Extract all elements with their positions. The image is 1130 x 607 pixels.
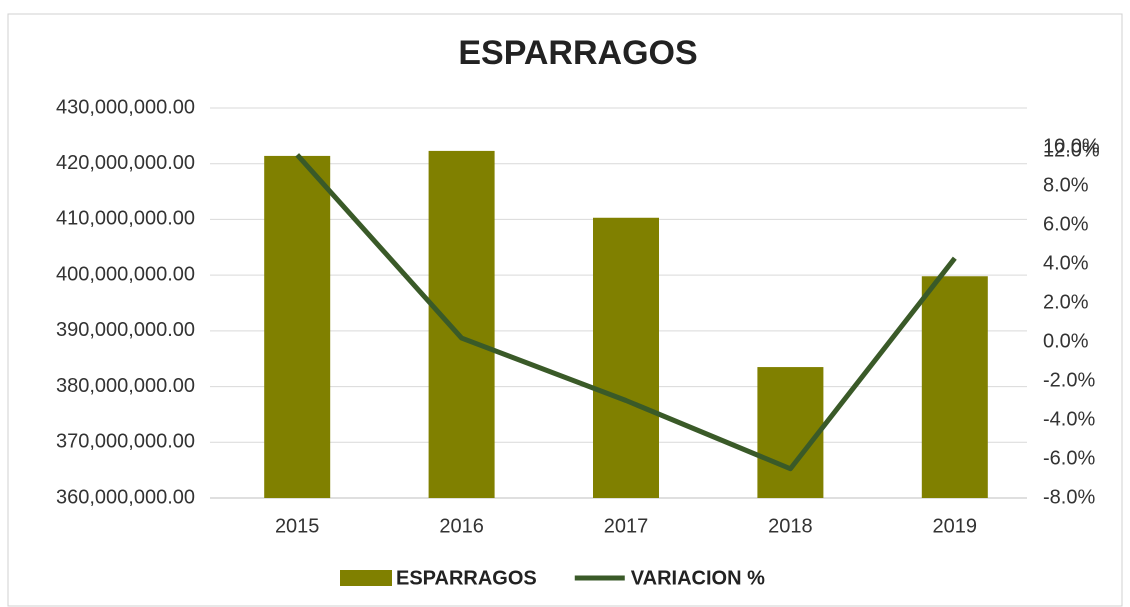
- y2-tick-label: 10.0%: [1043, 135, 1100, 157]
- y2-tick-label: 8.0%: [1043, 174, 1089, 196]
- legend-label: VARIACION %: [631, 567, 765, 589]
- x-tick-label: 2019: [933, 515, 978, 537]
- x-tick-label: 2018: [768, 515, 813, 537]
- y2-tick-label: -8.0%: [1043, 486, 1095, 508]
- y-tick-label: 420,000,000.00: [56, 152, 195, 174]
- y2-tick-label: 6.0%: [1043, 213, 1089, 235]
- y2-tick-label: 0.0%: [1043, 330, 1089, 352]
- y2-tick-label: 4.0%: [1043, 252, 1089, 274]
- chart-title: ESPARRAGOS: [458, 34, 697, 72]
- y2-tick-label: -2.0%: [1043, 369, 1095, 391]
- y-tick-label: 410,000,000.00: [56, 208, 195, 230]
- x-tick-label: 2016: [439, 515, 484, 537]
- y-tick-label: 380,000,000.00: [56, 375, 195, 397]
- y2-tick-label: -4.0%: [1043, 408, 1095, 430]
- y2-tick-label: -6.0%: [1043, 447, 1095, 469]
- bar: [428, 150, 495, 498]
- bar: [264, 155, 331, 498]
- x-tick-label: 2015: [275, 515, 320, 537]
- y-tick-label: 360,000,000.00: [56, 486, 195, 508]
- y-tick-label: 400,000,000.00: [56, 263, 195, 285]
- x-tick-label: 2017: [604, 515, 649, 537]
- bar: [921, 276, 988, 498]
- bar: [593, 217, 659, 498]
- y-tick-label: 390,000,000.00: [56, 319, 195, 341]
- y-tick-label: 370,000,000.00: [56, 431, 195, 453]
- bar: [757, 367, 824, 498]
- y2-tick-label: 12.0%: [1043, 139, 1100, 161]
- legend-label: ESPARRAGOS: [396, 567, 537, 589]
- legend-swatch: [340, 570, 392, 586]
- y2-tick-label: 2.0%: [1043, 291, 1089, 313]
- y-tick-label: 430,000,000.00: [56, 96, 195, 118]
- line: [295, 153, 957, 472]
